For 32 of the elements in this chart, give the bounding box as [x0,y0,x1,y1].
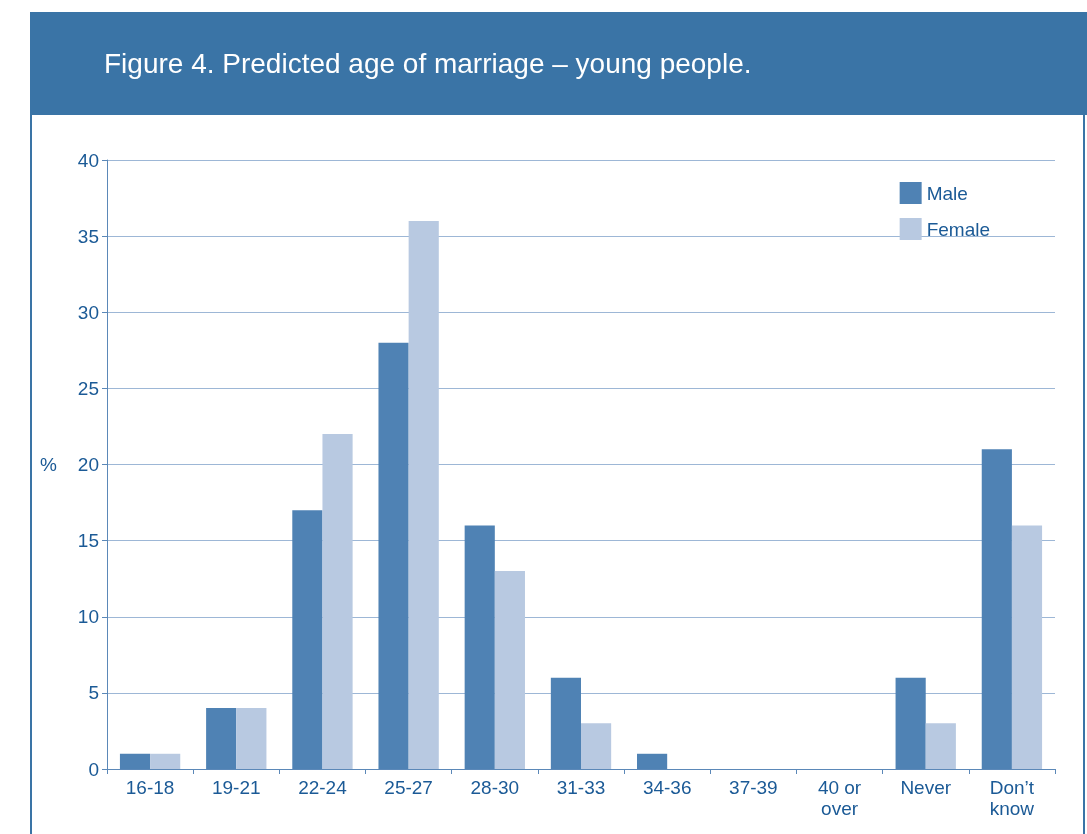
x-tick-label: 19-21 [211,777,261,798]
x-tick-label: 34-36 [642,777,692,798]
bar [494,571,525,769]
y-tick-label: 30 [77,301,99,323]
y-tick-label: 0 [88,758,99,780]
y-axis-title: % [40,454,58,475]
x-tick-label: 40 or over [817,777,862,819]
bar [925,723,956,769]
bar [150,753,181,769]
x-tick-label: Never [900,777,952,798]
y-tick-label: 10 [77,606,99,628]
x-tick-label: 16-18 [125,777,175,798]
chart-title: Figure 4. Predicted age of marriage – young people. [104,47,752,80]
x-tick-label: 37-39 [729,777,778,798]
bar [408,220,439,769]
x-tick-label: 25-27 [384,777,433,798]
bar [236,708,267,769]
y-tick-label: 25 [77,377,99,399]
y-tick-label: 20 [77,454,99,475]
legend-label: Female [926,218,990,240]
legend-label: Male [926,182,968,204]
x-tick-label: 31-33 [556,777,606,798]
y-tick-label: 40 [77,149,99,171]
bar [581,723,612,769]
y-tick-label: 35 [77,225,99,247]
x-tick-label: 22-24 [298,777,348,798]
y-tick-label: 5 [88,682,99,704]
bar [322,434,353,769]
x-tick-label: Don’t know [989,777,1035,819]
x-tick-label: 28-30 [470,777,520,798]
bar [1011,525,1043,769]
y-tick-label: 15 [77,530,99,552]
